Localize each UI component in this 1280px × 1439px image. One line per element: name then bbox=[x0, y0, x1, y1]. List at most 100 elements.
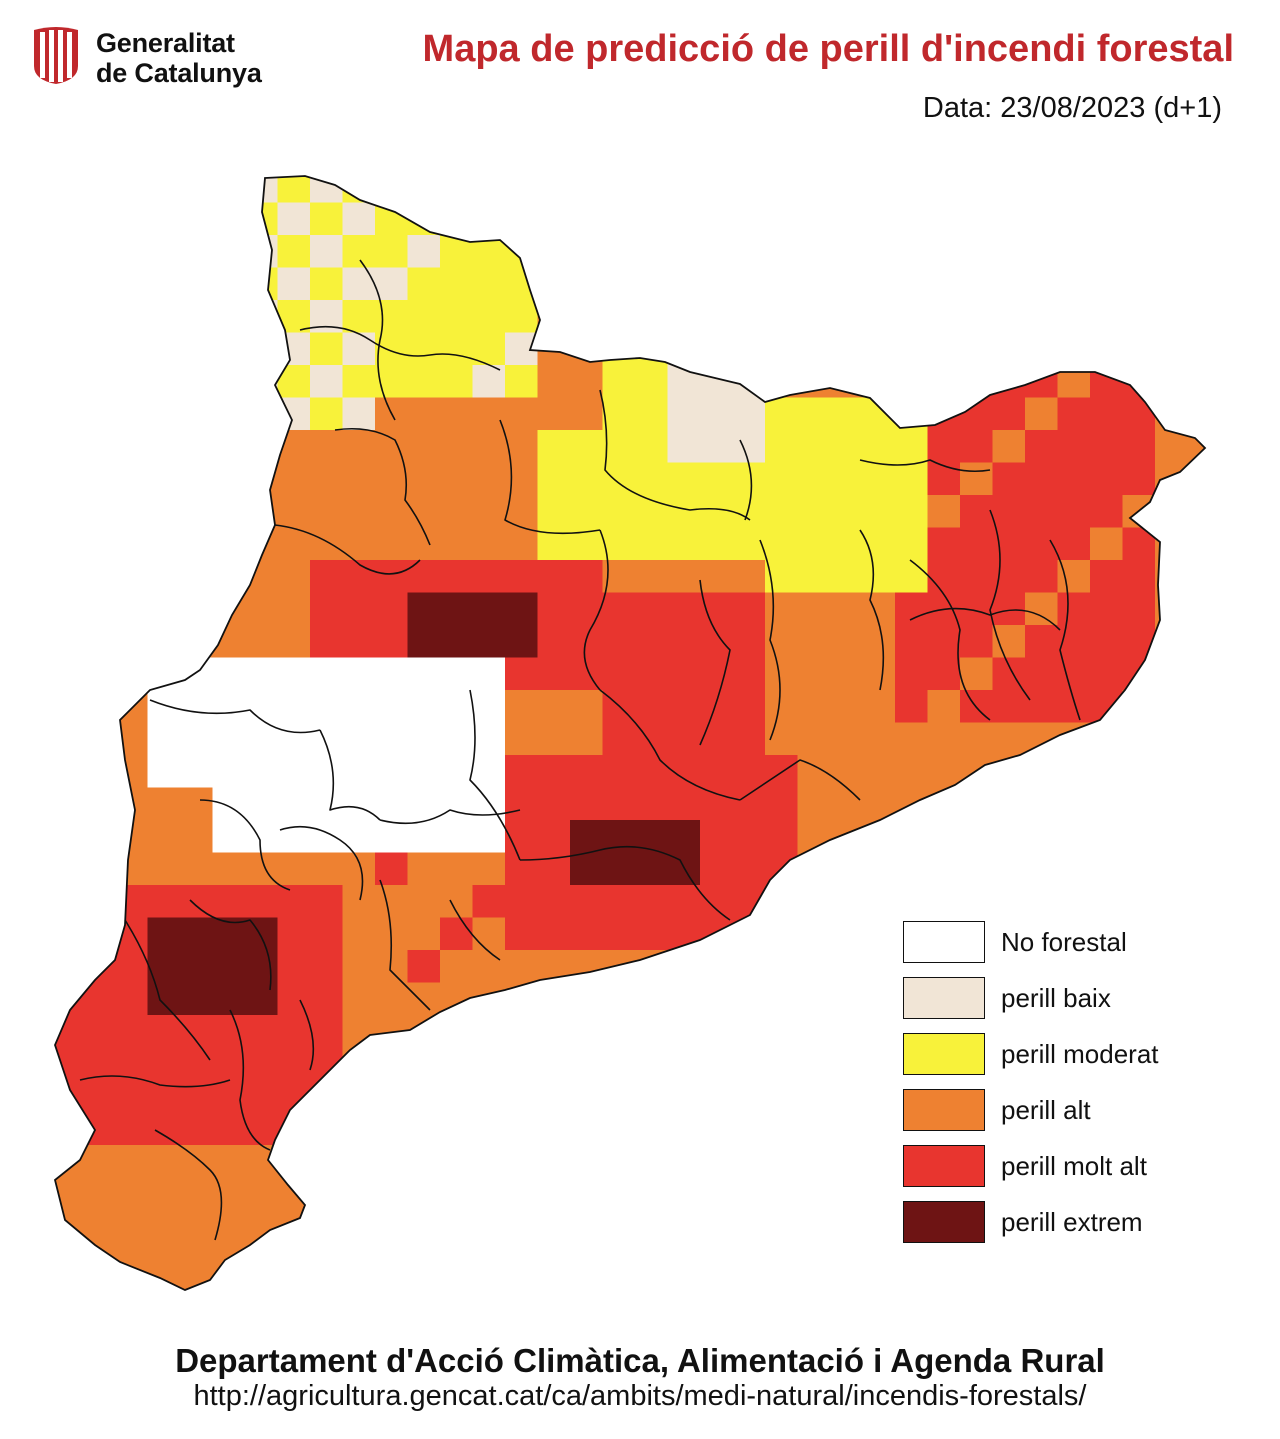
risk-cell bbox=[147, 430, 181, 463]
risk-cell bbox=[407, 885, 441, 918]
risk-cell bbox=[375, 755, 408, 788]
risk-cell bbox=[1122, 365, 1156, 398]
risk-cell bbox=[1057, 267, 1091, 301]
risk-cell bbox=[635, 787, 668, 821]
risk-cell bbox=[700, 917, 733, 951]
risk-cell bbox=[407, 235, 441, 268]
risk-cell bbox=[830, 495, 863, 528]
risk-cell bbox=[732, 722, 766, 756]
risk-cell bbox=[55, 365, 83, 398]
risk-cell bbox=[1090, 235, 1123, 268]
risk-cell bbox=[440, 560, 473, 593]
risk-cell bbox=[1187, 397, 1205, 431]
risk-cell bbox=[1122, 235, 1156, 268]
risk-cell bbox=[407, 1145, 441, 1178]
risk-cell bbox=[375, 1080, 408, 1113]
risk-cell bbox=[180, 625, 213, 658]
risk-cell bbox=[147, 885, 181, 918]
generalitat-logo: Generalitat de Catalunya bbox=[30, 26, 320, 92]
risk-cell bbox=[115, 592, 148, 626]
risk-cell bbox=[797, 625, 831, 658]
risk-cell bbox=[992, 592, 1026, 626]
risk-cell bbox=[700, 430, 733, 463]
page-title: Mapa de predicció de perill d'incendi fo… bbox=[422, 28, 1234, 70]
risk-cell bbox=[602, 1112, 636, 1146]
risk-cell bbox=[960, 397, 993, 431]
risk-cell bbox=[342, 690, 376, 723]
risk-cell bbox=[277, 950, 311, 983]
risk-cell bbox=[55, 202, 83, 236]
risk-cell bbox=[602, 495, 636, 528]
risk-cell bbox=[472, 397, 506, 431]
risk-cell bbox=[1090, 430, 1123, 463]
risk-cell bbox=[797, 1112, 831, 1146]
risk-cell bbox=[440, 1177, 473, 1211]
risk-cell bbox=[505, 950, 538, 983]
risk-cell bbox=[797, 300, 831, 333]
risk-cell bbox=[537, 495, 571, 528]
risk-cell bbox=[927, 755, 961, 788]
risk-cell bbox=[115, 430, 148, 463]
risk-cell bbox=[537, 690, 571, 723]
risk-cell bbox=[732, 950, 766, 983]
risk-cell bbox=[667, 1080, 701, 1113]
risk-cell bbox=[1090, 267, 1123, 301]
risk-cell bbox=[147, 950, 181, 983]
risk-cell bbox=[895, 202, 928, 236]
risk-cell bbox=[180, 1015, 213, 1048]
risk-cell bbox=[1122, 202, 1156, 236]
risk-cell bbox=[82, 592, 116, 626]
risk-cell bbox=[537, 787, 571, 821]
risk-cell bbox=[1090, 755, 1123, 788]
risk-cell bbox=[310, 235, 343, 268]
risk-cell bbox=[992, 430, 1026, 463]
risk-cell bbox=[895, 1242, 928, 1276]
risk-cell bbox=[245, 1015, 278, 1048]
risk-cell bbox=[830, 787, 863, 821]
risk-cell bbox=[700, 1145, 733, 1178]
risk-cell bbox=[407, 202, 441, 236]
risk-cell bbox=[700, 885, 733, 918]
risk-cell bbox=[440, 722, 473, 756]
risk-cell bbox=[667, 267, 701, 301]
risk-cell bbox=[765, 1047, 798, 1081]
risk-cell bbox=[440, 527, 473, 561]
risk-cell bbox=[830, 917, 863, 951]
risk-cell bbox=[1057, 235, 1091, 268]
risk-cell bbox=[115, 1177, 148, 1211]
risk-cell bbox=[115, 462, 148, 496]
risk-cell bbox=[830, 1275, 863, 1290]
risk-cell bbox=[407, 1112, 441, 1146]
risk-cell bbox=[375, 560, 408, 593]
risk-cell bbox=[537, 917, 571, 951]
risk-cell bbox=[245, 1112, 278, 1146]
risk-cell bbox=[667, 820, 701, 853]
risk-cell bbox=[505, 657, 538, 691]
risk-cell bbox=[700, 1080, 733, 1113]
risk-cell bbox=[602, 527, 636, 561]
risk-cell bbox=[1025, 397, 1058, 431]
risk-cell bbox=[700, 1242, 733, 1276]
risk-cell bbox=[212, 495, 246, 528]
risk-cell bbox=[830, 690, 863, 723]
risk-cell bbox=[830, 950, 863, 983]
risk-cell bbox=[960, 235, 993, 268]
risk-cell bbox=[765, 202, 798, 236]
risk-cell bbox=[1187, 267, 1205, 301]
risk-cell bbox=[992, 462, 1026, 496]
risk-cell bbox=[375, 657, 408, 691]
risk-cell bbox=[1122, 592, 1156, 626]
risk-cell bbox=[245, 1047, 278, 1081]
risk-cell bbox=[635, 1112, 668, 1146]
risk-cell bbox=[277, 560, 311, 593]
risk-cell bbox=[407, 625, 441, 658]
risk-cell bbox=[277, 332, 311, 366]
risk-cell bbox=[635, 1047, 668, 1081]
risk-cell bbox=[927, 176, 961, 203]
risk-cell bbox=[1187, 300, 1205, 333]
risk-cell bbox=[1057, 755, 1091, 788]
risk-cell bbox=[700, 1210, 733, 1243]
risk-cell bbox=[472, 820, 506, 853]
risk-cell bbox=[797, 787, 831, 821]
risk-cell bbox=[927, 1242, 961, 1276]
